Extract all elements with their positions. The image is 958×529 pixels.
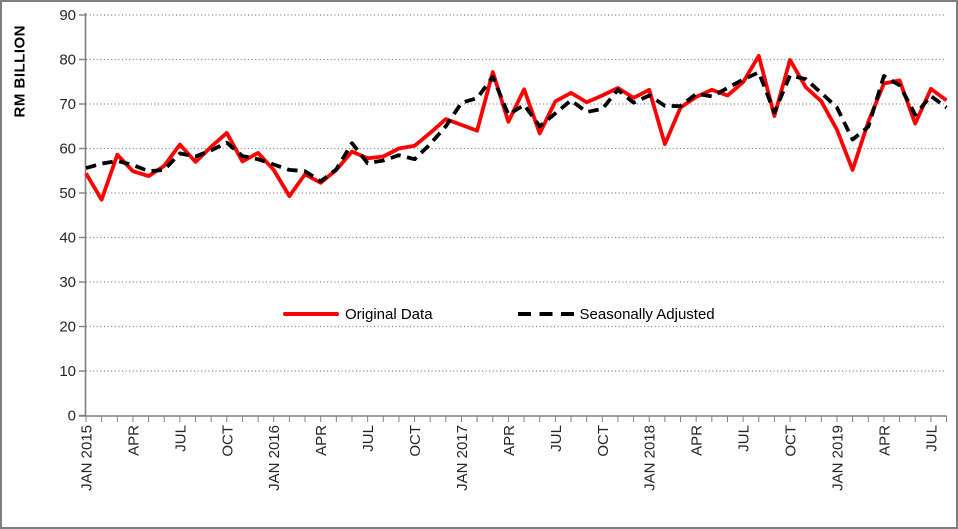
- legend-label-seasonally-adjusted: Seasonally Adjusted: [579, 305, 715, 323]
- x-tick-label: APR: [876, 425, 893, 456]
- x-tick-label: OCT: [783, 425, 800, 457]
- chart-legend: Original Data Seasonally Adjusted: [283, 305, 715, 323]
- legend-item-original-data: Original Data: [283, 305, 433, 323]
- y-tick-label-80: 80: [59, 52, 76, 69]
- y-tick-label-50: 50: [59, 185, 76, 202]
- y-tick-label-40: 40: [59, 230, 76, 247]
- x-tick-label: JAN 2015: [79, 425, 96, 491]
- x-tick-label: JUL: [360, 425, 377, 452]
- series-line-1: [85, 70, 948, 184]
- y-tick-label-30: 30: [59, 274, 76, 291]
- y-tick-label-70: 70: [59, 96, 76, 113]
- x-tick-label: APR: [501, 425, 518, 456]
- x-tick-label: JAN 2018: [642, 425, 659, 491]
- seasonally-adjusted-line-swatch: [517, 312, 574, 316]
- x-tick-label: JAN 2016: [266, 425, 283, 491]
- series-line-0: [84, 54, 948, 202]
- x-tick-label: JAN 2019: [829, 425, 846, 491]
- x-tick-label: JAN 2017: [454, 425, 471, 491]
- x-tick-label: APR: [125, 425, 142, 456]
- legend-item-seasonally-adjusted: Seasonally Adjusted: [517, 305, 715, 323]
- x-tick-label: APR: [313, 425, 330, 456]
- y-axis-title: RM BILLION: [11, 25, 29, 118]
- y-tick-label-10: 10: [59, 363, 76, 380]
- original-data-line-swatch: [283, 312, 339, 316]
- x-tick-label: OCT: [219, 425, 236, 457]
- y-tick-label-60: 60: [59, 141, 76, 158]
- y-tick-label-20: 20: [59, 319, 76, 336]
- legend-label-original-data: Original Data: [345, 305, 433, 323]
- x-tick-label: JUL: [172, 425, 189, 452]
- x-tick-label: OCT: [595, 425, 612, 457]
- x-tick-label: JUL: [736, 425, 753, 452]
- y-tick-label-90: 90: [59, 7, 76, 24]
- x-tick-label: OCT: [407, 425, 424, 457]
- y-tick-label-0: 0: [68, 408, 76, 425]
- x-tick-label: JUL: [923, 425, 940, 452]
- x-tick-label: APR: [689, 425, 706, 456]
- x-tick-label: JUL: [548, 425, 565, 452]
